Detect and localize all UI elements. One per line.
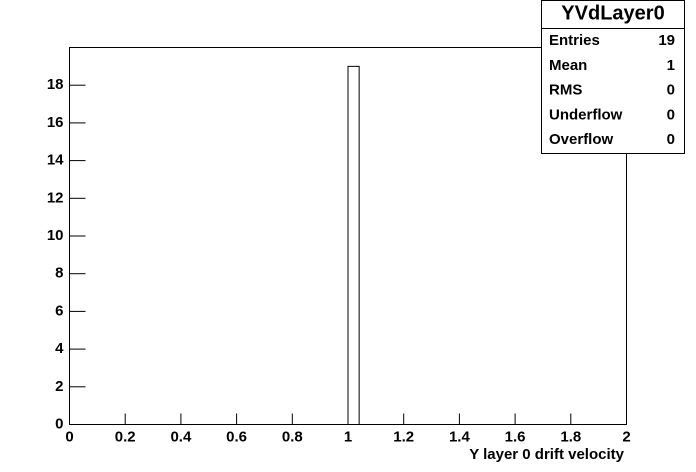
x-tick-label: 1.6	[505, 428, 526, 445]
x-tick-label: 0.2	[115, 428, 136, 445]
stats-label: RMS	[549, 82, 582, 99]
x-tick-label: 1	[344, 428, 352, 445]
stats-value: 1	[667, 57, 675, 74]
bar	[347, 65, 360, 425]
stats-value: 0	[667, 131, 675, 148]
y-tick-label: 10	[47, 227, 64, 244]
x-tick-label: 1.4	[449, 428, 471, 445]
x-axis-label: Y layer 0 drift velocity	[469, 446, 624, 463]
x-tick-label: 0.6	[226, 428, 247, 445]
x-tick-label: 1.2	[393, 428, 414, 445]
x-tick-label: 0.4	[170, 428, 192, 445]
y-tick-label: 2	[55, 378, 63, 395]
stats-value: 0	[667, 82, 675, 99]
x-tick-label: 0	[65, 428, 73, 445]
stats-value: 0	[667, 106, 675, 123]
x-tick-label: 1.8	[560, 428, 581, 445]
y-tick-label: 4	[55, 340, 64, 357]
y-tick-label: 14	[47, 152, 64, 169]
y-tick-label: 6	[55, 302, 63, 319]
y-tick-label: 16	[47, 114, 64, 131]
y-tick-label: 12	[47, 189, 64, 206]
y-tick-label: 8	[55, 265, 63, 282]
stats-title: YVdLayer0	[561, 2, 664, 24]
stats-label: Mean	[549, 57, 587, 74]
stats-box	[541, 0, 685, 154]
stats-label: Underflow	[549, 106, 623, 123]
stats-label: Overflow	[549, 131, 614, 148]
x-tick-label: 0.8	[282, 428, 303, 445]
y-tick-label: 0	[55, 415, 63, 432]
stats-value: 19	[658, 32, 675, 49]
stats-label: Entries	[549, 32, 600, 49]
x-tick-label: 2	[622, 428, 630, 445]
y-tick-label: 18	[47, 76, 64, 93]
